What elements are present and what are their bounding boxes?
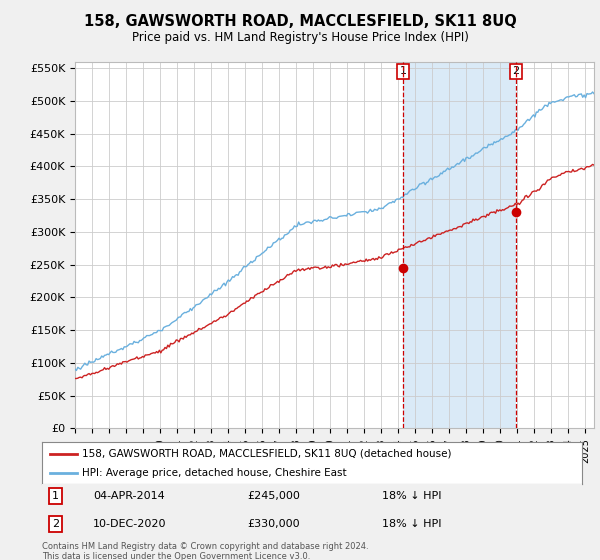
Bar (403, 62, 516, 428)
Text: 18% ↓ HPI: 18% ↓ HPI (382, 519, 442, 529)
Text: £245,000: £245,000 (247, 491, 300, 501)
Text: HPI: Average price, detached house, Cheshire East: HPI: Average price, detached house, Ches… (83, 468, 347, 478)
Text: 1: 1 (400, 67, 406, 76)
Text: 2: 2 (512, 67, 520, 76)
Text: £330,000: £330,000 (247, 519, 300, 529)
Text: 04-APR-2014: 04-APR-2014 (94, 491, 165, 501)
Text: Price paid vs. HM Land Registry's House Price Index (HPI): Price paid vs. HM Land Registry's House … (131, 31, 469, 44)
Text: 2: 2 (52, 519, 59, 529)
Text: 10-DEC-2020: 10-DEC-2020 (94, 519, 167, 529)
Text: 18% ↓ HPI: 18% ↓ HPI (382, 491, 442, 501)
Text: 158, GAWSWORTH ROAD, MACCLESFIELD, SK11 8UQ (detached house): 158, GAWSWORTH ROAD, MACCLESFIELD, SK11 … (83, 449, 452, 459)
Text: 1: 1 (52, 491, 59, 501)
Text: Contains HM Land Registry data © Crown copyright and database right 2024.
This d: Contains HM Land Registry data © Crown c… (42, 542, 368, 560)
Text: 158, GAWSWORTH ROAD, MACCLESFIELD, SK11 8UQ: 158, GAWSWORTH ROAD, MACCLESFIELD, SK11 … (83, 14, 517, 29)
